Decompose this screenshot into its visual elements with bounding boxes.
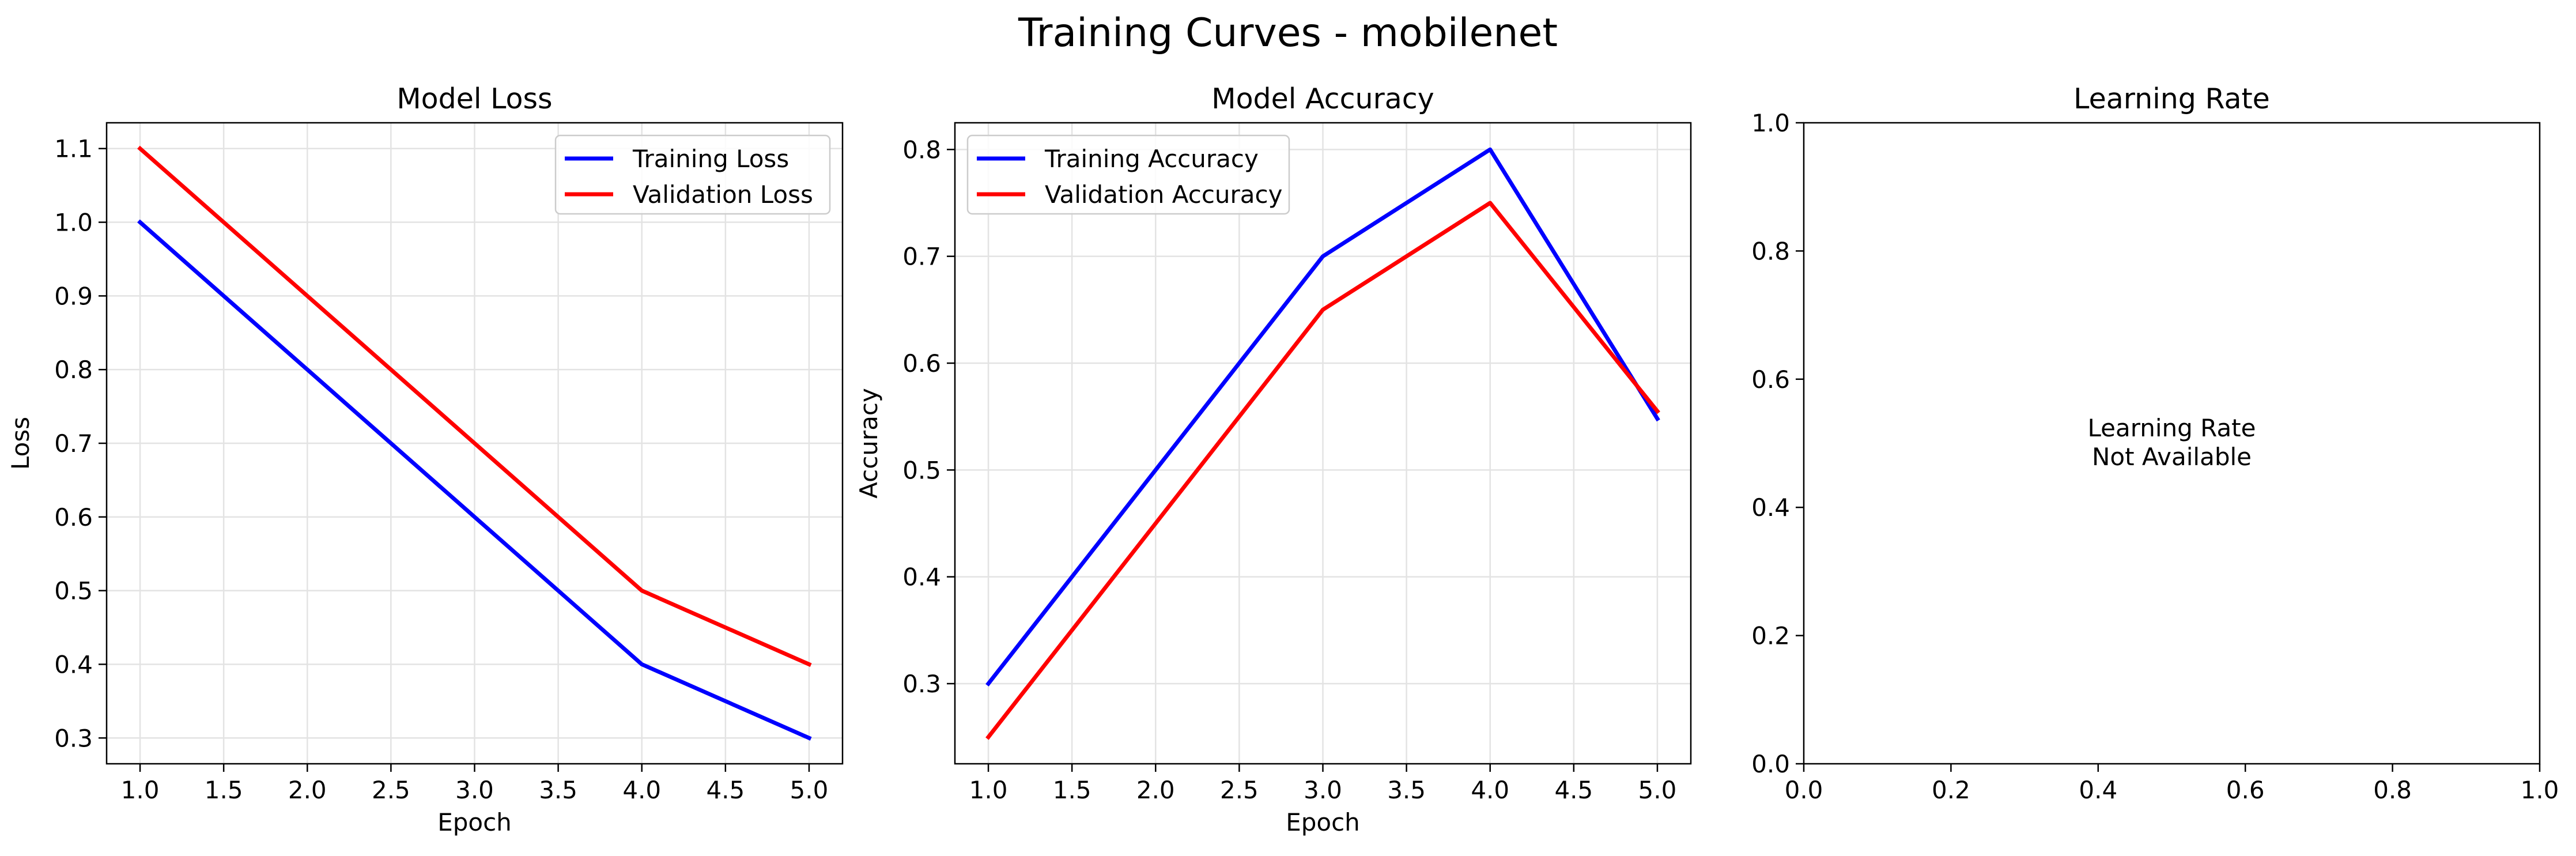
series-line-validation-accuracy <box>985 201 1660 740</box>
y-tick-label: 0.7 <box>902 243 941 271</box>
y-tick-label: 0.4 <box>902 563 941 591</box>
x-tick-label: 2.5 <box>1220 776 1259 804</box>
y-tick-label: 0.6 <box>54 503 93 531</box>
subplot-title: Model Loss <box>396 82 552 115</box>
subplot-1: 1.0 1.5 2.0 2.5 3.0 3.5 4.0 4.5 5.0 0.3 0.4 0.5 0.6 0… <box>6 82 844 836</box>
series-line-training-loss <box>137 219 812 741</box>
series-line-training-accuracy <box>985 147 1660 687</box>
x-tick-label: 1.0 <box>969 776 1008 804</box>
x-tick-label: 2.0 <box>1136 776 1175 804</box>
axes-frame <box>1803 122 2541 765</box>
y-tick-label: 0.3 <box>902 670 941 698</box>
y-tick-label: 0.4 <box>54 650 93 678</box>
annotation-text: Learning Rate <box>2088 414 2256 442</box>
legend-label: Validation Loss <box>633 180 813 209</box>
y-tick-label: 0.2 <box>1751 622 1790 650</box>
subplot-title: Learning Rate <box>2073 82 2270 115</box>
x-tick-label: 3.5 <box>539 776 577 804</box>
x-tick-label: 4.5 <box>1554 776 1593 804</box>
y-tick-label: 1.0 <box>1751 109 1790 137</box>
legend: Training Accuracy Validation Accuracy <box>966 134 1290 215</box>
y-tick-label: 0.4 <box>1751 493 1790 522</box>
y-tick-label: 0.8 <box>902 135 941 164</box>
x-tick-label: 4.0 <box>1471 776 1509 804</box>
x-tick-label: 0.8 <box>2373 776 2412 804</box>
subplot-2: 1.0 1.5 2.0 2.5 3.0 3.5 4.0 4.5 5.0 0.3 0.4 0.5 0.6 0… <box>855 82 1692 836</box>
subplot-3: 0.0 0.2 0.4 0.6 0.8 1.0 0.0 0.2 0.4 0.6 0.8 1.0 Lear… <box>1751 82 2559 804</box>
x-tick-label: 3.0 <box>455 776 494 804</box>
y-tick-label: 0.6 <box>902 349 941 378</box>
figure-title: Training Curves - mobilenet <box>1018 10 1558 56</box>
x-tick-label: 0.4 <box>2079 776 2117 804</box>
x-tick-label: 4.0 <box>622 776 661 804</box>
legend-label: Training Loss <box>632 145 789 173</box>
y-tick-label: 0.0 <box>1751 750 1790 778</box>
legend-label: Validation Accuracy <box>1045 180 1283 209</box>
subplot-title: Model Accuracy <box>1211 82 1434 115</box>
y-tick-label: 0.5 <box>902 456 941 484</box>
x-tick-label: 0.6 <box>2226 776 2265 804</box>
y-tick-label: 0.7 <box>54 429 93 458</box>
legend-label: Training Accuracy <box>1044 145 1259 173</box>
x-tick-label: 1.5 <box>205 776 243 804</box>
x-tick-label: 1.0 <box>2521 776 2559 804</box>
x-tick-label: 0.2 <box>1932 776 1970 804</box>
x-tick-label: 2.5 <box>372 776 410 804</box>
y-tick-label: 0.3 <box>54 724 93 752</box>
annotation-text: Not Available <box>2092 443 2252 471</box>
x-tick-label: 5.0 <box>790 776 829 804</box>
y-axis-label: Accuracy <box>855 388 883 499</box>
y-tick-label: 0.6 <box>1751 365 1790 394</box>
x-tick-label: 5.0 <box>1638 776 1677 804</box>
x-tick-label: 1.5 <box>1053 776 1091 804</box>
legend: Training Loss Validation Loss <box>554 134 831 215</box>
x-tick-label: 4.5 <box>706 776 745 804</box>
legend-box <box>554 134 831 215</box>
x-axis-label: Epoch <box>437 808 512 836</box>
x-tick-label: 2.0 <box>288 776 327 804</box>
y-tick-label: 0.8 <box>1751 237 1790 265</box>
y-axis-label: Loss <box>6 417 35 470</box>
x-tick-label: 0.0 <box>1785 776 1823 804</box>
series-line-validation-loss <box>137 145 812 668</box>
y-tick-label: 0.5 <box>54 577 93 605</box>
y-tick-label: 1.0 <box>54 209 93 237</box>
y-tick-label: 0.9 <box>54 282 93 310</box>
y-tick-label: 1.1 <box>54 135 93 163</box>
x-axis-label: Epoch <box>1286 808 1360 836</box>
x-tick-label: 3.5 <box>1387 776 1426 804</box>
x-tick-label: 3.0 <box>1304 776 1342 804</box>
legend-box <box>966 134 1290 215</box>
x-tick-label: 1.0 <box>121 776 160 804</box>
y-tick-label: 0.8 <box>54 356 93 384</box>
